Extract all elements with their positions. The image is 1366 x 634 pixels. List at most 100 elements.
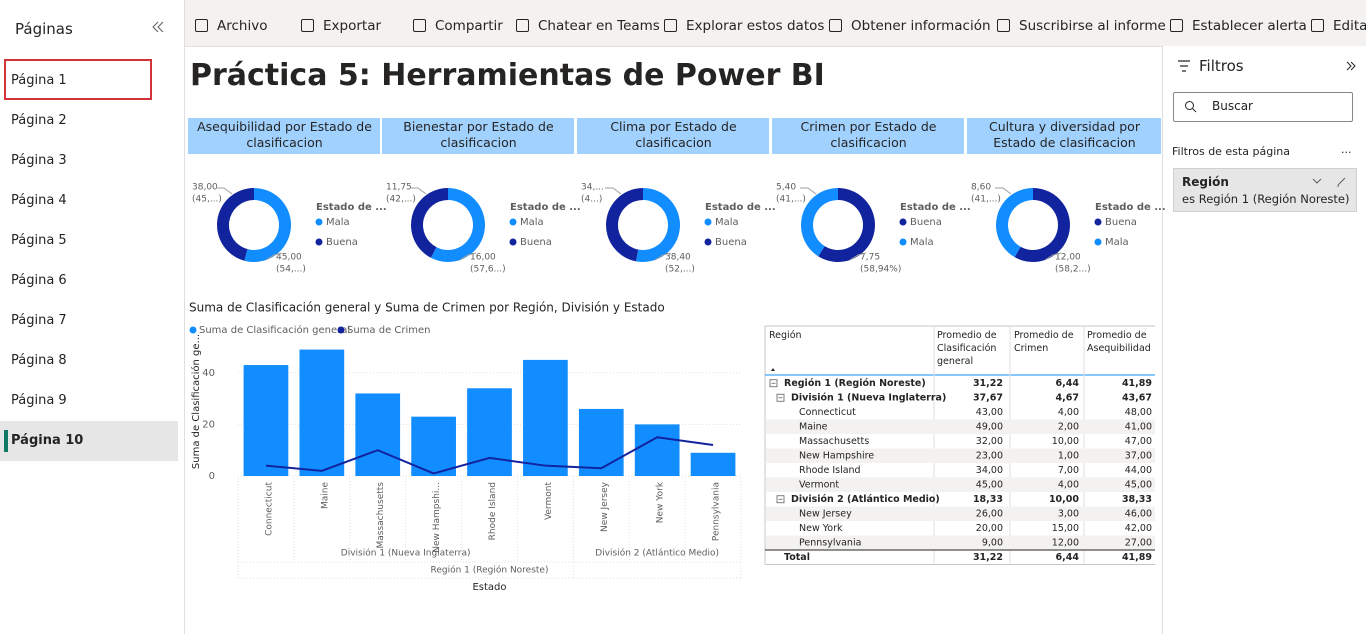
expand-icon[interactable] [1346, 61, 1356, 71]
donut-value-label: 11,75 [386, 183, 412, 193]
legend-marker [509, 238, 517, 246]
donut-slice [217, 188, 254, 261]
page-tab[interactable]: Página 10 [11, 433, 84, 448]
page-tab[interactable]: Página 4 [11, 193, 67, 208]
cell-value: 6,44 [1056, 552, 1080, 563]
leader-line [800, 187, 817, 195]
leader-line [216, 187, 233, 195]
section-title: Filtros de esta página [1172, 145, 1290, 158]
cell-value: 46,00 [1125, 508, 1152, 519]
toolbar-label: Explorar estos datos [686, 18, 825, 34]
row-label: New York [799, 523, 843, 534]
chart-title: Suma de Clasificación general y Suma de … [189, 301, 665, 315]
y-tick-label: 20 [202, 419, 215, 430]
visual-title: Bienestar por Estado de clasificacion [403, 119, 554, 150]
legend-label: Suma de Crimen [347, 325, 431, 336]
legend-title: Estado de ... [705, 202, 776, 213]
page-tab[interactable]: Página 3 [11, 153, 67, 168]
column-header[interactable]: Promedio de Clasificación general [937, 330, 997, 367]
toolbar-label: Archivo [217, 18, 268, 34]
row-label: Total [784, 552, 810, 563]
toolbar-icon [829, 19, 842, 32]
row-band [766, 419, 1155, 434]
cell-value: 49,00 [976, 421, 1003, 432]
row-label: Rhode Island [799, 465, 861, 476]
collapse-toggle [769, 379, 778, 388]
group-label: División 2 (Atlántico Medio) [595, 548, 719, 559]
page-tab[interactable]: Página 5 [11, 233, 67, 248]
column-header[interactable]: Promedio de Crimen [1014, 330, 1074, 354]
bar [411, 416, 456, 476]
legend-marker [899, 218, 907, 226]
toolbar-icon [301, 19, 314, 32]
cell-value: 2,00 [1058, 421, 1079, 432]
cell-value: 26,00 [976, 508, 1003, 519]
bar [690, 452, 736, 476]
search-box[interactable]: Buscar [1173, 92, 1353, 122]
bar [578, 408, 624, 476]
leader-line [654, 252, 672, 261]
x-tick-label: Massachusetts [376, 482, 386, 549]
page-tab[interactable]: Página 8 [11, 353, 67, 368]
row-band [766, 448, 1155, 463]
cell-value: 47,00 [1125, 436, 1152, 447]
pages-title: Páginas [15, 20, 73, 38]
legend-label: Mala [910, 237, 934, 248]
donut-slice [996, 188, 1034, 258]
bar [634, 424, 680, 476]
page-tab[interactable]: Página 2 [11, 113, 67, 128]
group-label: División 1 (Nueva Inglaterra) [341, 548, 471, 559]
legend-label: Buena [326, 237, 358, 248]
bar [243, 365, 289, 476]
donut-value-label: 7,75 [860, 253, 880, 263]
cell-value: 31,22 [973, 378, 1003, 389]
line-series [265, 436, 714, 475]
toolbar-label: Chatear en Teams [538, 18, 660, 34]
page-tab[interactable]: Página 6 [11, 273, 67, 288]
legend-label: Mala [520, 217, 544, 228]
leader-line [459, 252, 477, 261]
sort-arrow [771, 368, 775, 371]
legend-label: Mala [326, 217, 350, 228]
x-tick-label: Rhode Island [488, 482, 498, 540]
page-tab[interactable]: Página 7 [11, 313, 67, 328]
x-tick-label: New Hampshi... [432, 482, 442, 553]
donut-percent-label: (58,2...) [1055, 265, 1091, 275]
donut-percent-label: (42,...) [386, 195, 416, 205]
donut-percent-label: (52,...) [665, 265, 695, 275]
x-tick-label: Connecticut [264, 482, 274, 536]
legend-label: Mala [1105, 237, 1129, 248]
filters-title: Filtros [1199, 57, 1244, 75]
legend-marker [337, 326, 345, 334]
x-tick-label: New Jersey [600, 481, 610, 532]
row-label: Massachusetts [799, 436, 869, 447]
legend-title: Estado de ... [510, 202, 581, 213]
column-header[interactable]: Región [769, 330, 802, 341]
legend-marker [704, 218, 712, 226]
page-tab[interactable]: Página 1 [11, 73, 67, 88]
row-label: Maine [799, 421, 828, 432]
cell-value: 3,00 [1058, 508, 1079, 519]
cell-value: 34,00 [976, 465, 1003, 476]
page-tab[interactable]: Página 9 [11, 393, 67, 408]
donut-value-label: 34,... [581, 183, 604, 193]
collapse-icon[interactable] [152, 21, 164, 33]
bar [299, 349, 345, 476]
bar [355, 393, 401, 476]
legend-marker [315, 238, 323, 246]
legend-marker [315, 218, 323, 226]
leader-line [605, 187, 622, 195]
leader-line [1044, 252, 1062, 261]
column-header[interactable]: Promedio de Asequibilidad [1087, 330, 1151, 354]
cell-value: 45,00 [1125, 479, 1152, 490]
filter-card[interactable]: Región es Región 1 (Región Noreste) [1173, 168, 1357, 212]
x-tick-label: Maine [320, 482, 330, 509]
legend-title: Estado de ... [1095, 202, 1166, 213]
more-button[interactable]: ... [1341, 143, 1352, 156]
filter-card-icons [1312, 177, 1346, 187]
donut-slice [801, 188, 838, 257]
leader-line [849, 252, 867, 261]
legend-marker [1094, 238, 1102, 246]
x-tick-label: Pennsylvania [712, 482, 722, 541]
